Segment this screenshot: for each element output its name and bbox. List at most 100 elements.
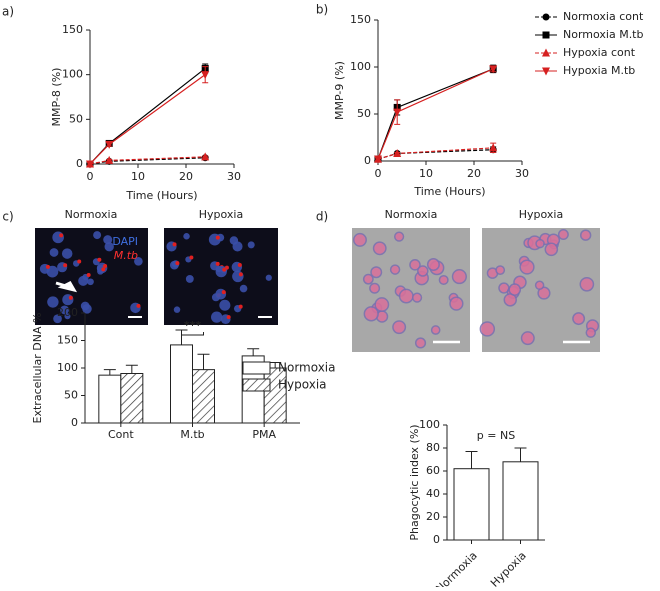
x-tick-label: 10 (131, 170, 145, 183)
y-axis-label: MMP-8 (%) (50, 68, 63, 127)
error-bar (247, 348, 260, 356)
cell (544, 242, 559, 257)
cell (173, 306, 181, 313)
x-tick-label: 30 (515, 167, 529, 180)
bacteria (189, 255, 194, 260)
cell (64, 313, 71, 320)
cell (239, 284, 248, 293)
bar (170, 344, 193, 424)
bacteria (68, 295, 73, 300)
image-title: Normoxia (65, 208, 118, 221)
cell (389, 264, 401, 275)
marker (105, 140, 114, 149)
cell (370, 266, 383, 279)
arrow (55, 281, 78, 293)
legend-label: Normoxia M.tb (563, 28, 643, 41)
bacteria (222, 267, 227, 272)
y-tick-label: 0 (433, 533, 440, 546)
cell (60, 305, 69, 315)
cell (232, 241, 243, 252)
cell (362, 273, 374, 285)
marker (86, 160, 94, 169)
bar (502, 461, 539, 541)
cell (572, 312, 586, 326)
bacteria (103, 263, 108, 268)
cell (87, 278, 94, 286)
cell (393, 231, 405, 242)
cell (185, 274, 194, 283)
legend-label: Hypoxia cont (563, 46, 636, 59)
cell (520, 331, 535, 346)
bar (98, 374, 122, 424)
cell (265, 274, 272, 281)
cell (215, 265, 227, 278)
cell (247, 241, 255, 249)
cell (438, 274, 449, 285)
cell (47, 296, 59, 308)
marker (542, 48, 550, 57)
cell (579, 276, 595, 292)
y-tick-label: 150 (350, 13, 371, 26)
bacteria (226, 315, 231, 320)
panel-label: b) (316, 3, 328, 17)
y-tick-label: 0 (71, 416, 78, 429)
cell (208, 233, 221, 246)
bar (453, 468, 490, 541)
stain-label: DAPI (112, 235, 138, 248)
legend-label: Normoxia (278, 361, 336, 375)
cell (508, 283, 522, 296)
bacteria (97, 257, 102, 262)
cell (579, 229, 592, 241)
cell (426, 257, 440, 272)
cell (369, 282, 381, 294)
bacteria (63, 263, 68, 268)
bacteria (86, 273, 91, 278)
y-tick-label: 150 (62, 23, 83, 36)
error-bar (269, 362, 282, 368)
cell (219, 299, 231, 311)
marker (374, 155, 382, 164)
cell (372, 241, 387, 256)
y-tick-label: 80 (426, 441, 440, 454)
cell (557, 229, 569, 241)
cell (392, 320, 407, 335)
cell (61, 248, 73, 259)
marker (542, 67, 550, 76)
cell (535, 238, 545, 249)
cell (62, 294, 74, 306)
cell (374, 297, 390, 312)
error-bar (197, 353, 210, 370)
y-tick-label: 100 (62, 68, 83, 81)
image-title: Hypoxia (519, 208, 563, 221)
y-tick-label: 50 (64, 389, 78, 402)
bacteria (175, 261, 180, 266)
cells (39, 229, 600, 349)
marker (393, 108, 402, 117)
cell (53, 314, 62, 324)
bacteria (101, 267, 106, 272)
bacteria (59, 233, 64, 238)
cell (537, 286, 551, 300)
marker (489, 143, 498, 152)
y-tick-label: 0 (76, 157, 83, 170)
legend-label: Hypoxia (278, 378, 327, 392)
cell (409, 259, 421, 271)
bar (192, 369, 215, 424)
bacteria (136, 303, 141, 308)
x-tick-label: 0 (375, 167, 382, 180)
panel-label: a) (2, 5, 14, 19)
y-axis-label: MMP-9 (%) (333, 61, 346, 120)
x-axis-label: Time (Hours) (413, 185, 485, 198)
line (89, 74, 206, 165)
cell (414, 337, 427, 349)
y-axis-label: Extracellular DNA % (31, 313, 44, 424)
bacteria (238, 304, 243, 309)
stain-label: M.tb (114, 249, 138, 262)
error-bar (103, 369, 116, 376)
annotation: *** (184, 319, 202, 332)
panel-label: d) (316, 210, 328, 224)
x-tick-label: Normoxia (433, 549, 479, 587)
x-tick-label: Hypoxia (488, 549, 529, 587)
cell (134, 256, 143, 266)
